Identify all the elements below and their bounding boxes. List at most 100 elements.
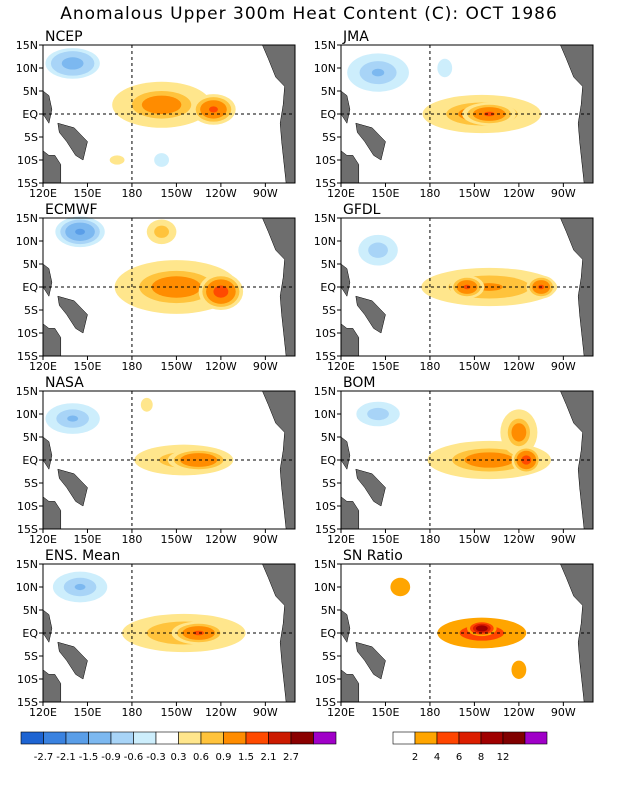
contour-ncep-2-5 (113, 157, 121, 163)
y-tick-label: EQ (22, 108, 38, 121)
contour-sn-ratio-1-5 (478, 626, 485, 630)
colorbar-swatch (436, 731, 460, 745)
panel-title: JMA (342, 29, 369, 45)
colorbar-label: 2.7 (283, 752, 299, 763)
x-tick-label: 150E (371, 187, 399, 200)
y-tick-label: EQ (320, 454, 336, 467)
panel-title: BOM (343, 375, 375, 391)
x-tick-label: 90W (253, 360, 278, 373)
y-tick-label: 5S (24, 304, 38, 317)
panel-title: NCEP (45, 29, 83, 45)
colorbar-swatch (392, 731, 416, 745)
colorbar-label: 0.3 (171, 752, 187, 763)
x-tick-label: 90W (551, 360, 576, 373)
y-tick-label: 10S (17, 327, 38, 340)
y-tick-label: 10S (315, 673, 336, 686)
colorbar-label: 6 (456, 752, 462, 763)
x-tick-label: 180 (121, 187, 142, 200)
colorbar-snr: 2 4 6 8 12 (392, 731, 548, 763)
x-tick-label: 120E (29, 706, 57, 719)
x-tick-label: 120E (29, 360, 57, 373)
contour-jma-1-5 (483, 111, 495, 117)
y-tick-label: EQ (22, 454, 38, 467)
colorbar-swatch (178, 731, 202, 745)
colorbar-label: -0.3 (146, 752, 166, 763)
contour-ens-mean-2-5 (74, 583, 86, 591)
x-tick-label: 90W (551, 706, 576, 719)
x-tick-label: 150E (371, 533, 399, 546)
y-tick-label: 10N (16, 235, 38, 248)
anomaly-field (356, 401, 551, 480)
colorbar-swatch (20, 731, 44, 745)
x-tick-label: 150W (160, 533, 192, 546)
x-tick-label: 120W (205, 187, 237, 200)
contour-ncep-4-5 (159, 157, 165, 163)
contour-ecmwf-3-5 (157, 228, 166, 235)
colorbar-label: 12 (497, 752, 510, 763)
land-mass-1 (57, 468, 88, 507)
colorbar-swatch (223, 731, 247, 745)
x-tick-label: 120E (327, 533, 355, 546)
y-tick-label: 10S (17, 500, 38, 513)
x-tick-label: 150E (73, 187, 101, 200)
y-tick-label: 15S (315, 523, 336, 536)
y-tick-label: 10N (314, 408, 336, 421)
y-tick-label: 15S (17, 350, 38, 363)
colorbar-swatch (133, 731, 157, 745)
x-tick-label: 90W (253, 187, 278, 200)
land-mass-1 (57, 122, 88, 161)
anomaly-field (358, 234, 558, 307)
y-tick-label: EQ (22, 281, 38, 294)
colorbar-swatch (524, 731, 548, 745)
y-tick-label: 5N (321, 258, 336, 271)
colorbar-swatch (414, 731, 438, 745)
y-tick-label: 5N (23, 604, 38, 617)
colorbar-swatch (458, 731, 482, 745)
contour-ncep-3-5 (67, 60, 79, 67)
contour-ncep-1-5 (209, 106, 218, 113)
y-tick-label: 10N (16, 408, 38, 421)
y-tick-label: 10N (16, 581, 38, 594)
y-tick-label: 15S (315, 177, 336, 190)
x-tick-label: 90W (253, 533, 278, 546)
land-mass-1 (57, 641, 88, 680)
anomaly-field (347, 53, 542, 134)
colorbar-label: -0.6 (124, 752, 144, 763)
x-tick-label: 120E (29, 187, 57, 200)
y-tick-label: 5N (23, 431, 38, 444)
colorbar-label: 0.9 (216, 752, 232, 763)
y-tick-label: 5S (322, 477, 336, 490)
y-tick-label: 5S (24, 650, 38, 663)
anomaly-field (45, 48, 236, 167)
y-tick-label: 5S (322, 131, 336, 144)
colorbar-swatch (200, 731, 224, 745)
anomaly-field (45, 397, 234, 476)
colorbar-swatch (155, 731, 179, 745)
y-tick-label: 5S (24, 131, 38, 144)
x-tick-label: 120W (503, 360, 535, 373)
contour-sn-ratio-2-5 (395, 582, 406, 592)
y-tick-label: 10S (315, 327, 336, 340)
y-tick-label: 15N (16, 558, 38, 571)
y-tick-label: 15S (17, 523, 38, 536)
colorbar-anomaly: -2.7 -2.1 -1.5 -0.9 -0.6 -0.3 0.3 0.6 0.9 1.5 2.1 2… (20, 731, 337, 763)
x-tick-label: 150W (160, 706, 192, 719)
colorbar-label: -0.9 (101, 752, 121, 763)
figure-title: Anomalous Upper 300m Heat Content (C): O… (60, 4, 558, 24)
contour-nasa-2-5 (67, 415, 79, 422)
y-tick-label: 10S (315, 154, 336, 167)
y-tick-label: 15N (314, 39, 336, 52)
x-tick-label: 120E (327, 187, 355, 200)
x-tick-label: 150E (73, 533, 101, 546)
x-tick-label: 120W (205, 360, 237, 373)
y-tick-label: 10S (17, 673, 38, 686)
contour-jma-3-5 (442, 64, 448, 72)
colorbar-swatch (268, 731, 292, 745)
colorbar-swatch (245, 731, 269, 745)
